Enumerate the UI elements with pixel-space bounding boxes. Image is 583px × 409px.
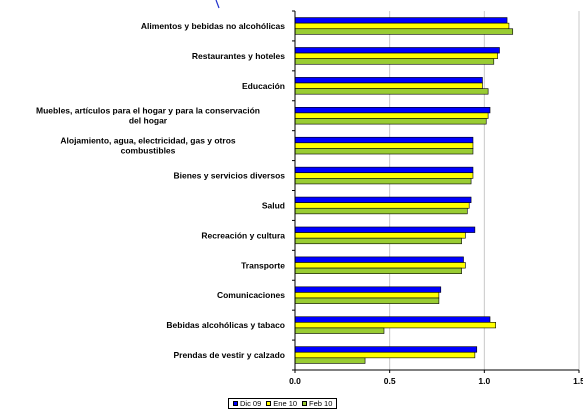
x-ticks: 0.0 0.5 1.0 1.5 <box>289 10 583 386</box>
bar <box>294 207 468 215</box>
legend-label: Ene 10 <box>273 399 298 408</box>
legend: Dic 09 Ene 10 Feb 10 <box>228 398 338 409</box>
category-label: Recreación y cultura <box>201 230 285 240</box>
bar <box>294 136 474 144</box>
bar <box>294 267 462 274</box>
legend-swatch <box>266 401 272 406</box>
x-tick-label: 0.0 <box>289 376 301 386</box>
category-label: Prendas de vestir y calzado <box>174 350 286 360</box>
bar <box>294 297 440 304</box>
bar <box>294 47 500 54</box>
category-label: Muebles, artículos para el hogar y para … <box>36 106 260 116</box>
category-label: Comunicaciones <box>217 290 285 300</box>
category-label: Salud <box>262 200 285 210</box>
grid-layer <box>389 11 580 370</box>
bar <box>294 322 496 329</box>
bar <box>294 52 498 59</box>
legend-item: Feb 10 <box>302 399 332 408</box>
bar <box>294 77 483 84</box>
category-label: del hogar <box>129 116 168 126</box>
bar <box>294 327 385 334</box>
decorative-stroke <box>215 0 220 9</box>
bar <box>294 107 491 114</box>
bar <box>294 112 489 119</box>
bar <box>294 262 466 269</box>
legend-swatch <box>302 401 308 406</box>
x-tick-label: 0.5 <box>384 376 396 386</box>
bars-layer <box>294 17 514 364</box>
legend-label: Feb 10 <box>309 399 333 408</box>
bar <box>294 178 472 185</box>
bar <box>294 346 478 353</box>
category-labels: Alimentos y bebidas no alcohólicas Restau… <box>36 21 285 360</box>
category-label: Bebidas alcohólicas y tabaco <box>166 320 285 330</box>
bar <box>294 148 474 155</box>
bar <box>294 286 442 293</box>
bar <box>294 88 489 95</box>
bar <box>294 316 491 323</box>
category-label: Restaurantes y hoteles <box>192 51 285 61</box>
category-label: combustibles <box>121 146 176 156</box>
bar <box>294 58 495 65</box>
bar <box>294 17 508 24</box>
legend-item: Dic 09 <box>233 399 261 408</box>
bar <box>294 28 514 35</box>
bar <box>294 256 464 263</box>
bar <box>294 118 487 125</box>
category-label: Alimentos y bebidas no alcohólicas <box>141 21 285 31</box>
bar <box>294 357 366 364</box>
legend-label: Dic 09 <box>240 399 262 408</box>
bar <box>294 142 474 149</box>
category-label: Alojamiento, agua, electricidad, gas y o… <box>60 136 236 146</box>
bar <box>294 82 483 89</box>
legend-item: Ene 10 <box>266 399 297 408</box>
bar <box>294 166 474 174</box>
category-label: Transporte <box>241 260 285 270</box>
bar <box>294 196 472 203</box>
bar <box>294 237 462 245</box>
category-label: Bienes y servicios diversos <box>173 171 285 181</box>
x-tick-label: 1.0 <box>478 376 490 386</box>
bar <box>294 22 510 30</box>
bar <box>294 351 476 359</box>
bar <box>294 292 440 299</box>
bar <box>294 226 476 233</box>
bar <box>294 172 474 179</box>
x-tick-label: 1.5 <box>573 376 583 386</box>
category-label: Educación <box>242 81 285 91</box>
bar <box>294 232 466 239</box>
legend-swatch <box>233 401 238 406</box>
bar <box>294 202 470 209</box>
